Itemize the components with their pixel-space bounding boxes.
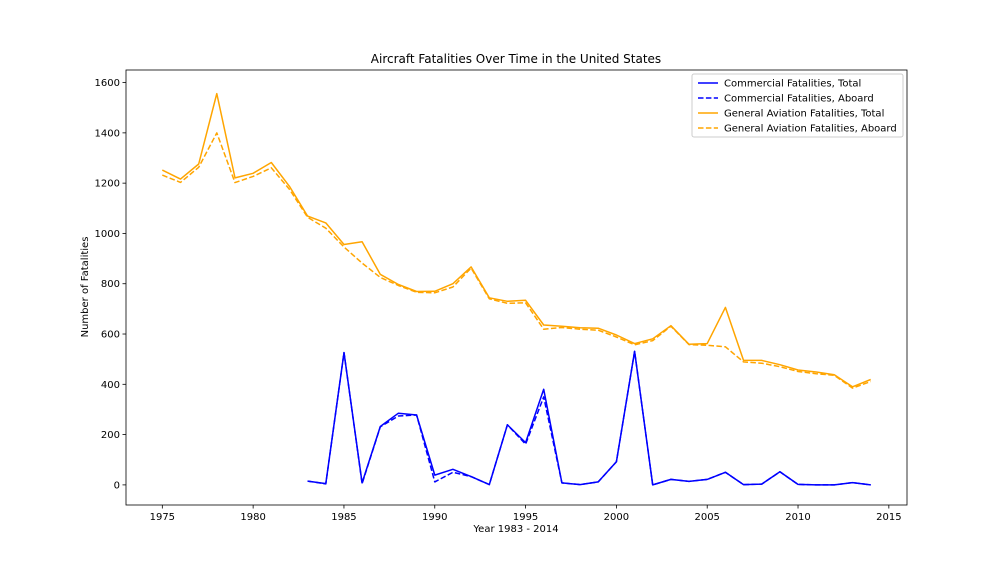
x-tick-label: 1985 [331, 512, 356, 523]
x-tick-label: 2010 [785, 512, 810, 523]
plot-area [125, 69, 908, 506]
y-axis-label: Number of Fatalities [80, 237, 91, 338]
axes-frame [125, 69, 908, 506]
x-axis: 1975 1980 1985 1990 1995 2000 2005 2010 2015 [150, 505, 902, 523]
legend: Commercial Fatalities, Total Commercial F… [691, 73, 904, 138]
y-tick-label: 1600 [95, 78, 120, 89]
y-tick-label: 1400 [95, 128, 120, 139]
x-tick-label: 1980 [240, 512, 265, 523]
x-tick-label: 2015 [876, 512, 901, 523]
legend-label-1: Commercial Fatalities, Total [724, 79, 861, 90]
y-axis: 0 200 400 600 800 1000 1200 1400 1600 [95, 78, 126, 491]
x-tick-label: 1995 [513, 512, 538, 523]
y-tick-label: 800 [101, 279, 120, 290]
chart-title: Aircraft Fatalities Over Time in the Uni… [371, 52, 661, 66]
y-tick-label: 200 [101, 430, 120, 441]
x-tick-label: 2000 [604, 512, 629, 523]
x-tick-label: 2005 [694, 512, 719, 523]
y-tick-label: 1000 [95, 229, 120, 240]
legend-box [691, 73, 904, 138]
y-tick-label: 400 [101, 380, 120, 391]
legend-label-2: Commercial Fatalities, Aboard [724, 94, 874, 105]
y-tick-label: 600 [101, 330, 120, 341]
series-line-4 [162, 132, 871, 389]
legend-label-3: General Aviation Fatalities, Total [724, 109, 884, 120]
x-axis-label: Year 1983 - 2014 [472, 524, 558, 535]
legend-label-4: General Aviation Fatalities, Aboard [724, 124, 897, 135]
y-tick-label: 0 [114, 480, 120, 491]
x-tick-label: 1975 [150, 512, 175, 523]
x-tick-label: 1990 [422, 512, 447, 523]
series-line-2 [307, 350, 871, 486]
y-tick-label: 1200 [95, 179, 120, 190]
series-line-3 [161, 92, 871, 388]
